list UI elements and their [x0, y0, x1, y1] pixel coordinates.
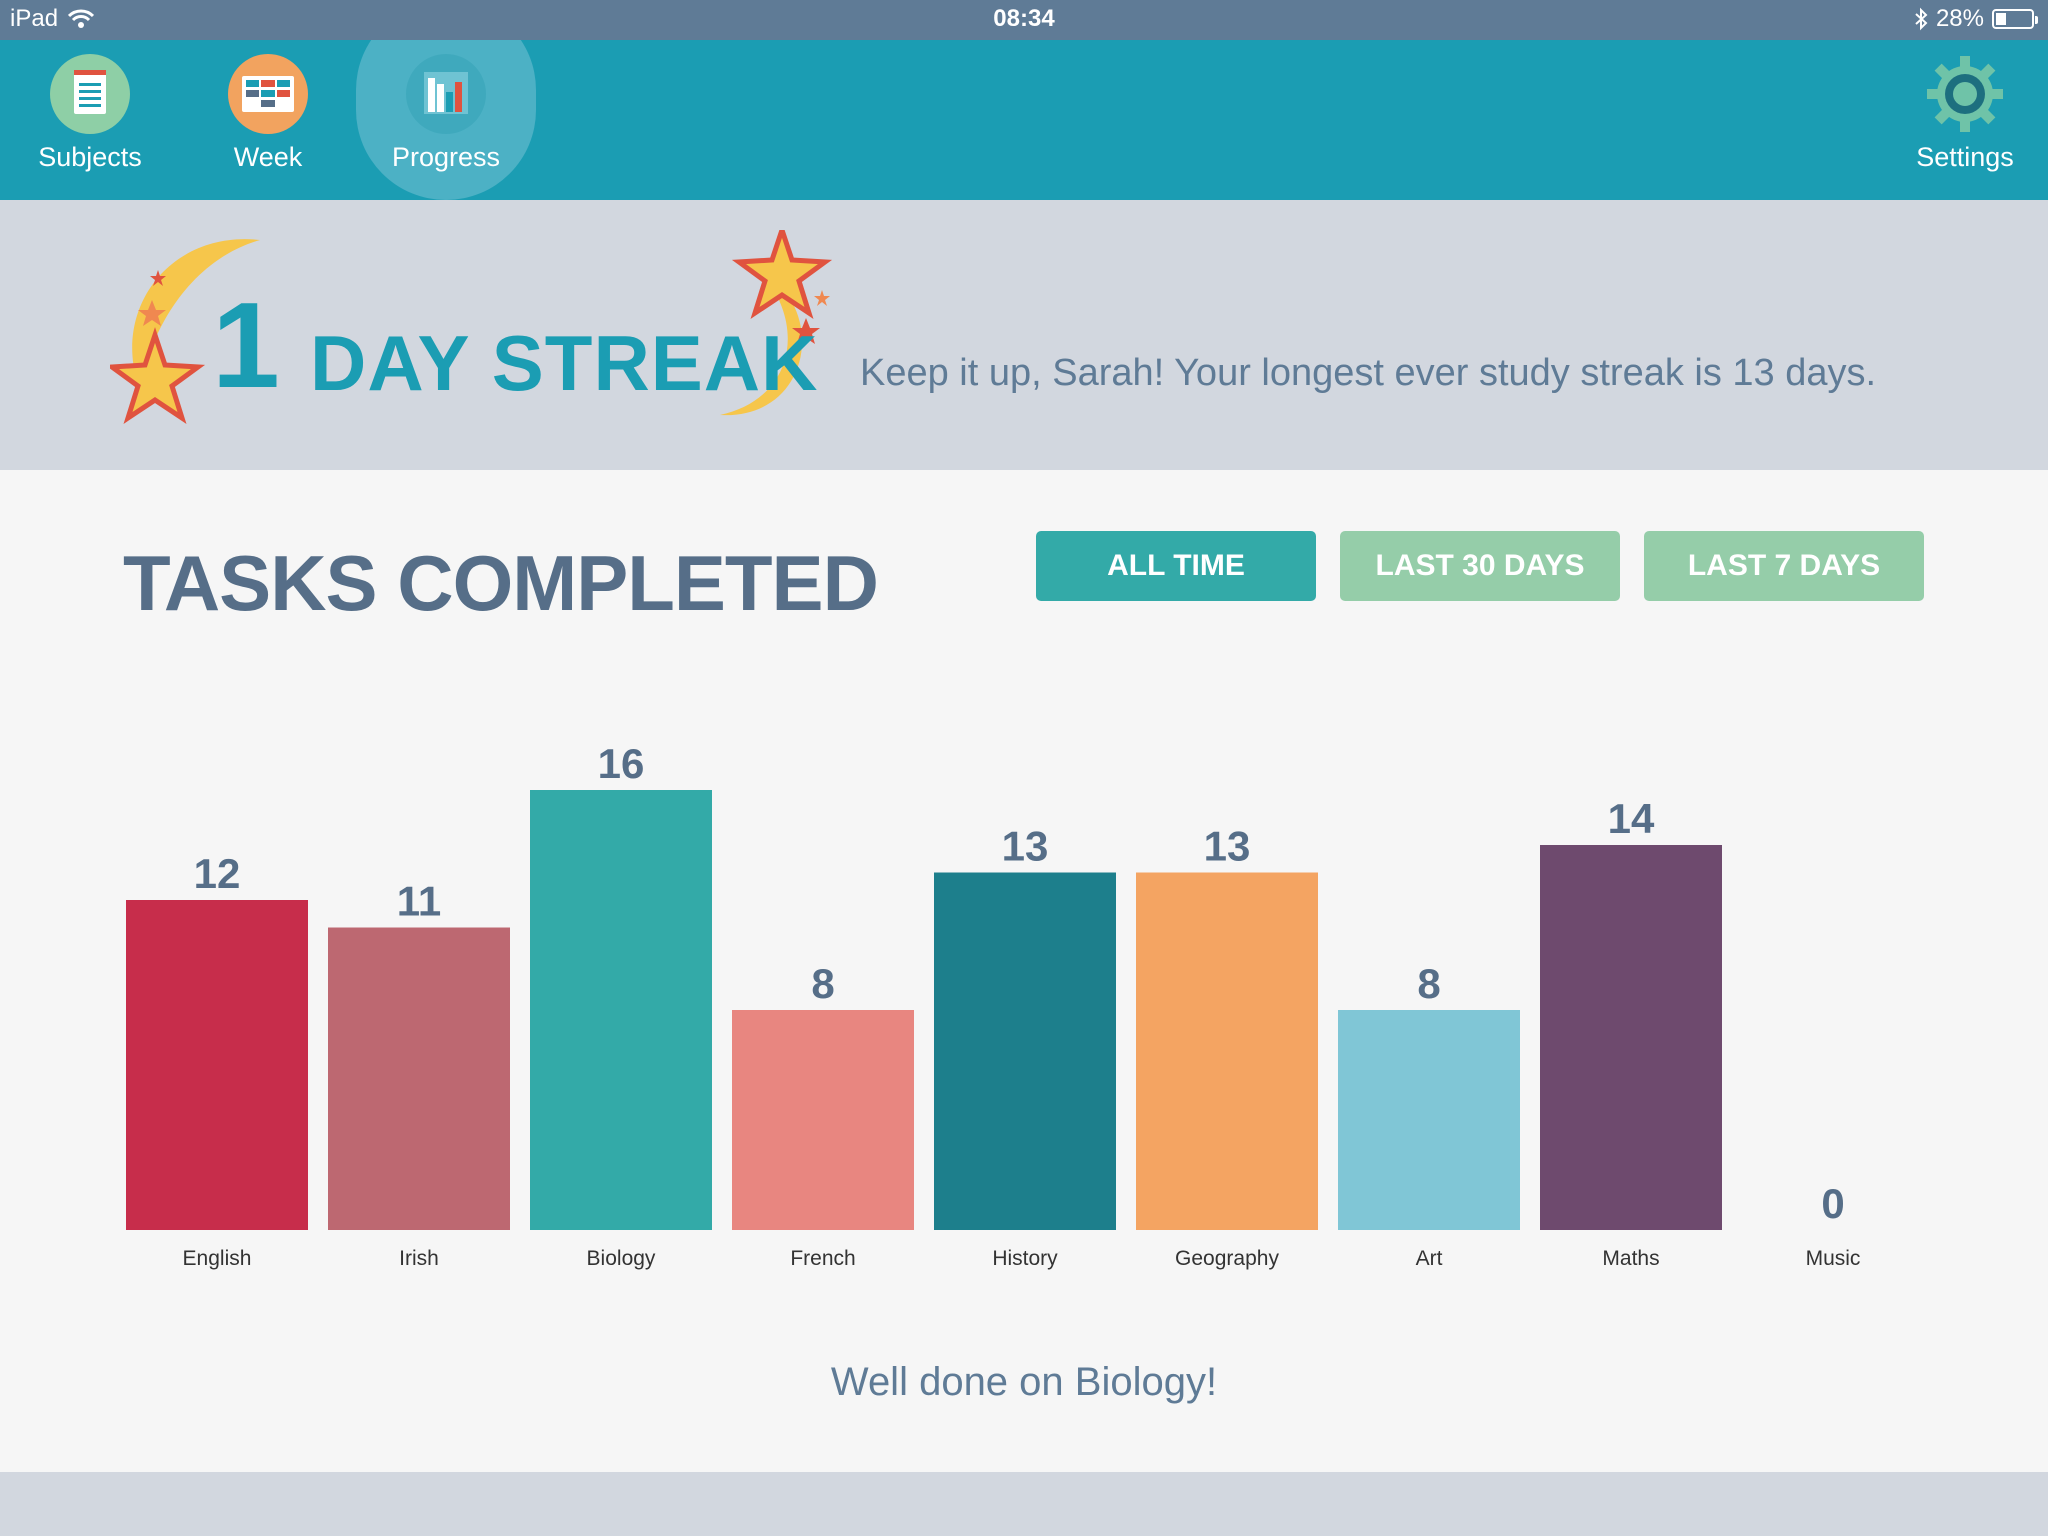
bar-irish: [328, 927, 510, 1230]
category-label-geography: Geography: [1175, 1247, 1279, 1270]
week-circle: [228, 54, 308, 134]
nav-bar: Subjects Week: [0, 40, 2048, 200]
tasks-title: TASKS COMPLETED: [123, 539, 879, 627]
tasks-bar-chart: 12 English 11 Irish 16 Biology 8 French 13 Histor…: [126, 740, 1861, 1270]
nav-label-progress: Progress: [391, 142, 501, 172]
streak-message: Keep it up, Sarah! Your longest ever stu…: [860, 352, 1877, 394]
value-label-french: 8: [811, 960, 834, 1007]
wifi-icon: [68, 9, 95, 28]
nav-item-week[interactable]: Week: [208, 40, 328, 200]
status-bar: iPad 08:34 28%: [0, 0, 2048, 40]
bar-history: [934, 872, 1116, 1230]
filter-last-7-days-button[interactable]: LAST 7 DAYS: [1644, 531, 1924, 601]
streak-stars-art: [110, 230, 833, 425]
progress-circle: [406, 54, 486, 134]
bar-maths: [1540, 845, 1722, 1230]
value-label-maths: 14: [1608, 795, 1655, 842]
nav-label-subjects: Subjects: [38, 142, 142, 172]
nav-item-settings[interactable]: Settings: [1900, 40, 2030, 200]
streak-banner: 1 DAY STREAK Keep it up, Sarah! Your lon…: [0, 200, 2048, 470]
nav-item-subjects[interactable]: Subjects: [30, 40, 150, 200]
category-label-history: History: [992, 1247, 1058, 1270]
bar-biology: [530, 790, 712, 1230]
category-label-french: French: [790, 1247, 855, 1270]
status-right: 28%: [1914, 5, 2038, 33]
settings-circle: [1925, 54, 2005, 134]
value-label-history: 13: [1002, 823, 1049, 870]
bar-english: [126, 900, 308, 1230]
category-label-irish: Irish: [399, 1247, 439, 1270]
encouragement-message: Well done on Biology!: [830, 1360, 1218, 1404]
subjects-circle: [50, 54, 130, 134]
nav-label-week: Week: [233, 142, 303, 172]
gear-icon: [1927, 56, 2003, 132]
streak-number: 1: [212, 277, 280, 413]
right-star-shape: [731, 230, 833, 320]
category-label-art: Art: [1416, 1247, 1443, 1270]
bar-chart-icon: [424, 72, 468, 114]
bar-art: [1338, 1010, 1520, 1230]
filter-last-30-days-button[interactable]: LAST 30 DAYS: [1340, 531, 1620, 601]
right-moon-shape: [720, 270, 803, 416]
bluetooth-icon: [1915, 7, 1928, 31]
status-left: iPad: [10, 5, 95, 33]
value-label-biology: 16: [598, 740, 645, 787]
left-star-shape: [110, 327, 206, 425]
notepad-icon: [74, 70, 106, 114]
value-label-english: 12: [194, 850, 241, 897]
value-label-geography: 13: [1204, 823, 1251, 870]
calendar-grid-icon: [242, 76, 294, 112]
status-time: 08:34: [993, 5, 1055, 32]
filter-all-time-button[interactable]: ALL TIME: [1036, 531, 1316, 601]
category-label-maths: Maths: [1602, 1247, 1659, 1270]
battery-icon: [1992, 9, 2038, 29]
bottom-bar: [0, 1472, 2048, 1536]
bar-geography: [1136, 872, 1318, 1230]
streak-label: DAY STREAK: [310, 319, 819, 407]
battery-percent: 28%: [1935, 5, 1984, 32]
value-label-music: 0: [1821, 1180, 1844, 1227]
value-label-irish: 11: [397, 878, 441, 925]
nav-label-settings: Settings: [1916, 142, 2014, 172]
bar-french: [732, 1010, 914, 1230]
category-label-biology: Biology: [587, 1247, 656, 1270]
nav-item-progress[interactable]: Progress: [356, 40, 536, 200]
category-label-english: English: [183, 1247, 252, 1270]
device-name: iPad: [10, 5, 59, 32]
category-label-music: Music: [1806, 1247, 1861, 1270]
value-label-art: 8: [1417, 960, 1440, 1007]
